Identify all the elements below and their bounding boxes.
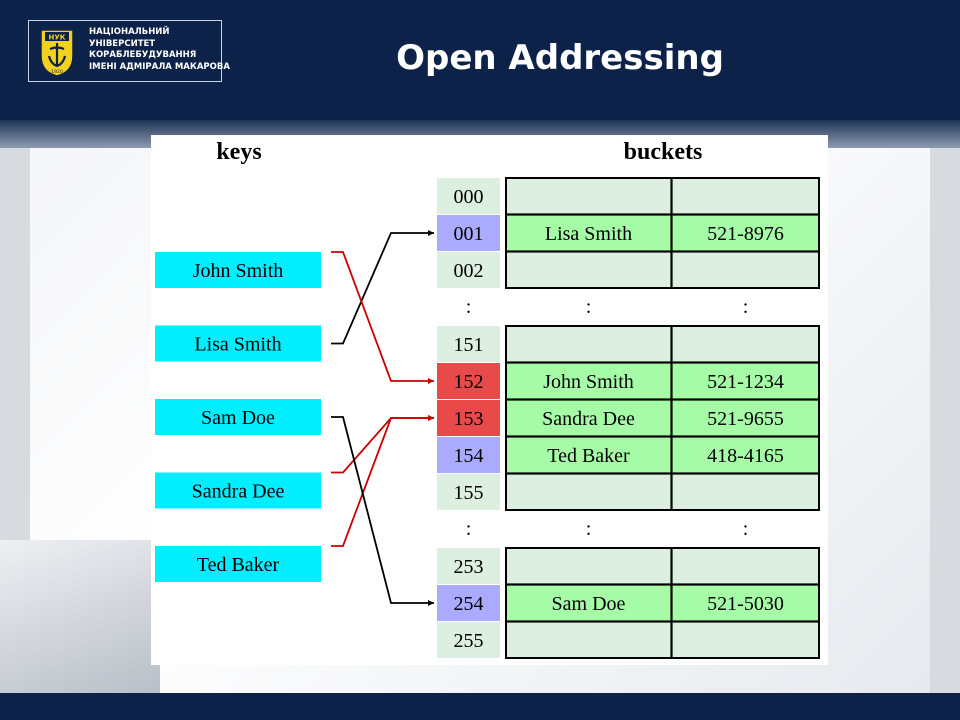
bucket-index: 001 <box>454 223 484 245</box>
bucket-phone-cell <box>671 325 820 363</box>
bucket-index-cell <box>437 400 500 436</box>
bucket-index-cell <box>437 178 500 214</box>
bucket-name-cell <box>505 362 672 400</box>
bucket-phone-cell <box>671 251 820 289</box>
bucket-name-cell <box>505 177 672 215</box>
bucket-name: Sandra Dee <box>542 408 635 430</box>
buckets-heading: buckets <box>624 139 703 165</box>
key-label: Sam Doe <box>201 407 275 429</box>
bucket-index: 155 <box>454 482 484 504</box>
bucket-index: 254 <box>454 593 484 615</box>
diagram-canvas: keys buckets John Smith Lisa Smith Sam Doe… <box>155 139 820 659</box>
university-logo: НУК 1920 НАЦІОНАЛЬНИЙ УНІВЕРСИТЕТ КОРАБЛ… <box>28 20 230 82</box>
bucket-name: John Smith <box>543 371 634 393</box>
bucket-index-cell <box>437 363 500 399</box>
key-label: Lisa Smith <box>194 334 281 356</box>
bucket-phone: 521-1234 <box>707 371 784 393</box>
bucket-index-cell <box>437 215 500 251</box>
bucket-index-cell <box>437 622 500 658</box>
keyboard-decoration <box>0 540 160 693</box>
key-box <box>155 546 321 582</box>
ellipsis-mark: : <box>743 518 749 540</box>
ellipsis-mark: : <box>586 296 592 318</box>
ellipsis-mark: : <box>743 296 749 318</box>
bucket-index-cell <box>437 548 500 584</box>
bucket-name-cell <box>505 251 672 289</box>
ellipsis-mark: : <box>586 518 592 540</box>
bucket-phone-cell <box>671 473 820 511</box>
open-addressing-diagram: keys buckets John Smith Lisa Smith Sam Doe… <box>151 135 828 665</box>
bucket-phone-cell <box>671 621 820 659</box>
key-label: Ted Baker <box>197 554 280 576</box>
bucket-index: 000 <box>454 186 484 208</box>
red-arrow <box>331 415 434 547</box>
bucket-phone-cell <box>671 214 820 252</box>
bucket-group-border <box>505 177 820 289</box>
key-box <box>155 472 321 509</box>
university-name: НАЦІОНАЛЬНИЙ УНІВЕРСИТЕТ КОРАБЛЕБУДУВАНН… <box>89 27 230 72</box>
key-label: Sandra Dee <box>192 481 285 503</box>
keys-heading: keys <box>216 139 261 165</box>
bucket-index-cell <box>437 437 500 473</box>
bucket-index: 152 <box>454 371 484 393</box>
bucket-name: Lisa Smith <box>545 223 632 245</box>
bucket-phone-cell <box>671 177 820 215</box>
ellipsis-mark: : <box>466 296 472 318</box>
red-arrow <box>331 415 434 474</box>
bucket-name-cell <box>505 325 672 363</box>
bucket-index-cell <box>437 585 500 621</box>
bucket-index: 153 <box>454 408 484 430</box>
bucket-phone: 418-4165 <box>707 445 784 467</box>
university-emblem-icon: НУК 1920 <box>40 29 74 77</box>
bucket-group-border <box>505 547 820 659</box>
emblem-letters: НУК <box>49 34 66 42</box>
key-box <box>155 325 321 362</box>
bucket-index-cell <box>437 252 500 288</box>
bucket-name-cell <box>505 473 672 511</box>
bucket-index: 154 <box>454 445 484 467</box>
bucket-phone: 521-9655 <box>707 408 784 430</box>
black-arrow <box>331 416 434 606</box>
bucket-name-cell <box>505 547 672 585</box>
key-box <box>155 399 321 435</box>
slide-footer <box>0 693 960 720</box>
bucket-phone: 521-5030 <box>707 593 784 615</box>
bucket-phone-cell <box>671 399 820 437</box>
bucket-name-cell <box>505 399 672 437</box>
bucket-group-border <box>505 325 820 511</box>
bucket-phone-cell <box>671 436 820 474</box>
bucket-index: 002 <box>454 260 484 282</box>
bucket-index-cell <box>437 474 500 510</box>
bucket-name-cell <box>505 621 672 659</box>
bucket-index: 253 <box>454 556 484 578</box>
key-label: John Smith <box>193 260 284 282</box>
bucket-index: 151 <box>454 334 484 356</box>
bucket-name-cell <box>505 584 672 622</box>
key-box <box>155 252 321 288</box>
bucket-phone-cell <box>671 584 820 622</box>
emblem-year: 1920 <box>51 69 63 75</box>
slide-title: Open Addressing <box>396 38 724 78</box>
black-arrow <box>331 230 434 345</box>
ellipsis-mark: : <box>466 518 472 540</box>
bucket-phone-cell <box>671 547 820 585</box>
bucket-index-cell <box>437 326 500 362</box>
bucket-name: Ted Baker <box>547 445 630 467</box>
bucket-index: 255 <box>454 630 484 652</box>
bucket-name: Sam Doe <box>552 593 626 615</box>
bucket-phone: 521-8976 <box>707 223 784 245</box>
bucket-phone-cell <box>671 362 820 400</box>
red-arrow <box>331 251 434 384</box>
